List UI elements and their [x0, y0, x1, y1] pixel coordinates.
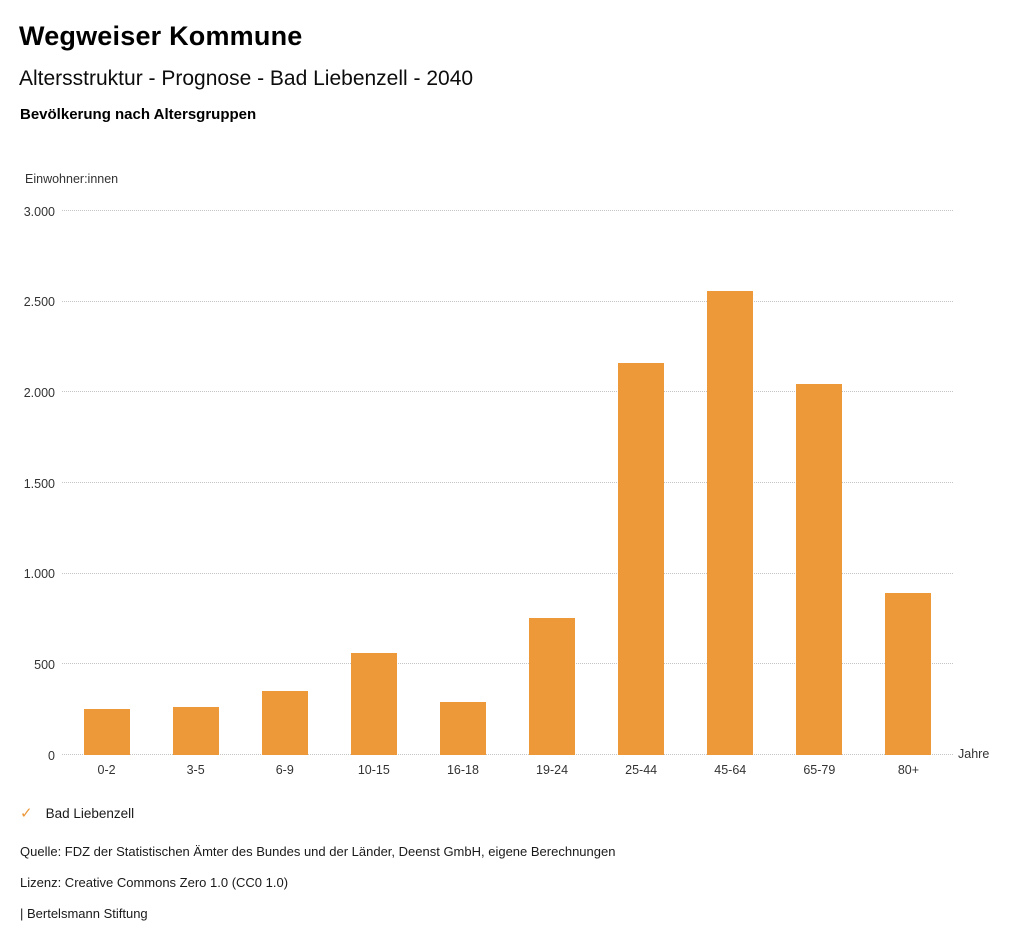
attribution-text: | Bertelsmann Stiftung [20, 906, 148, 921]
legend-label: Bad Liebenzell [45, 805, 135, 821]
legend-item-bad-liebenzell[interactable]: ✓ Bad Liebenzell [20, 804, 134, 822]
bar-10-15[interactable] [350, 653, 397, 755]
gridline-0 [62, 754, 953, 755]
y-tick-label-0: 0 [48, 748, 55, 763]
bar-25-44[interactable] [618, 363, 665, 755]
x-tick-label-0-2: 0-2 [97, 763, 116, 777]
y-axis-title: Einwohner:innen [25, 172, 119, 186]
y-tick-label-1.500: 1.500 [23, 476, 55, 491]
x-tick-label-25-44: 25-44 [625, 763, 658, 777]
source-text: Quelle: FDZ der Statistischen Ämter des … [20, 844, 616, 859]
y-tick-label-3.000: 3.000 [23, 204, 55, 219]
gridline-500 [62, 663, 953, 665]
bar-65-79[interactable] [796, 384, 843, 755]
y-tick-label-1.000: 1.000 [23, 567, 55, 582]
bar-19-24[interactable] [529, 618, 576, 755]
gridline-1.000 [62, 572, 953, 574]
x-tick-label-80+: 80+ [897, 763, 920, 777]
y-tick-label-2.500: 2.500 [23, 295, 55, 310]
x-tick-label-45-64: 45-64 [714, 763, 747, 777]
gridline-2.500 [62, 300, 953, 302]
bar-chart-plot-area: 0-2 3-5 6-9 10-15 16-18 19-24 25-44 45-64 65-79 8… [62, 210, 953, 777]
app-title: Wegweiser Kommune [19, 21, 303, 51]
gridline-2.000 [62, 391, 953, 393]
x-tick-label-3-5: 3-5 [186, 763, 205, 777]
x-tick-label-16-18: 16-18 [446, 763, 479, 777]
y-tick-label-500: 500 [34, 657, 55, 672]
chart-heading: Bevölkerung nach Altersgruppen [20, 106, 257, 123]
license-text: Lizenz: Creative Commons Zero 1.0 (CC0 1… [20, 875, 289, 890]
y-axis-tick-labels: 0 500 1.000 1.500 2.000 2.500 3.000 [0, 205, 55, 763]
bar-3-5[interactable] [172, 706, 219, 755]
y-tick-label-2.000: 2.000 [23, 385, 55, 400]
bar-0-2[interactable] [83, 708, 130, 755]
bar-16-18[interactable] [439, 701, 486, 755]
gridline-3.000 [62, 210, 953, 211]
gridline-1.500 [62, 482, 953, 483]
x-tick-label-19-24: 19-24 [536, 763, 569, 777]
x-tick-label-65-79: 65-79 [803, 763, 836, 777]
checkmark-icon: ✓ [20, 805, 33, 822]
x-tick-label-6-9: 6-9 [275, 763, 294, 777]
bar-6-9[interactable] [261, 690, 308, 755]
bar-45-64[interactable] [707, 290, 754, 755]
x-axis-title: Jahre [958, 747, 990, 761]
chart-subtitle: Altersstruktur - Prognose - Bad Liebenze… [19, 67, 474, 90]
x-tick-label-10-15: 10-15 [357, 763, 390, 777]
bar-80+[interactable] [885, 592, 932, 755]
